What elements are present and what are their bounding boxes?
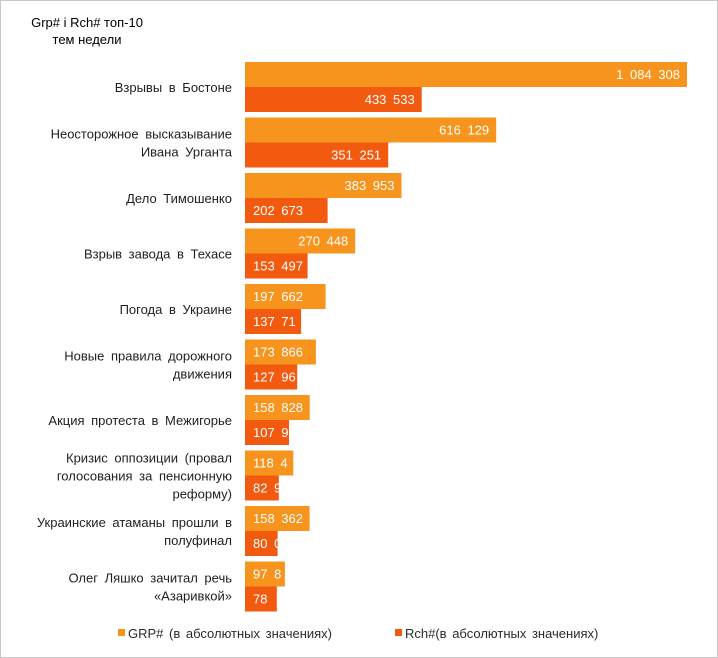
bar-rch	[245, 364, 298, 390]
bar-grp	[245, 506, 310, 531]
category-label: Акция протеста в Межигорье	[48, 413, 232, 428]
category-label: Погода в Украине	[120, 302, 232, 317]
legend-label: Rch#(в абсолютных значениях)	[405, 626, 598, 641]
bar-rch	[245, 309, 302, 334]
category-label: Кризис оппозиции (провал	[66, 451, 232, 466]
bar-rch	[245, 531, 278, 556]
data-label: 97 8	[253, 567, 281, 582]
category-label: Олег Ляшко зачитал речь	[68, 571, 232, 586]
data-label: 80 0	[253, 536, 281, 551]
category-label: голосования за пенсионную	[57, 469, 232, 484]
category-label: Взрывы в Бостоне	[115, 80, 232, 95]
bars: 1 084 308 433 533 616 129 351 251 383 953 202…	[245, 62, 687, 612]
data-label: 118 4	[253, 456, 288, 471]
category-label: Украинские атаманы прошли в	[37, 515, 232, 530]
legend-swatch	[395, 629, 402, 636]
data-label: 153 497	[253, 259, 303, 274]
bar-grp	[245, 284, 326, 309]
bar-grp	[245, 450, 294, 476]
legend: GRP# (в абсолютных значениях) Rch#(в абсо…	[118, 626, 598, 641]
bar-grp	[245, 339, 316, 365]
data-label: 270 448	[298, 234, 348, 249]
data-label: 127 96	[253, 370, 296, 385]
legend-label: GRP# (в абсолютных значениях)	[128, 626, 332, 641]
chart-title-line: Grp# i Rch# топ-10	[31, 15, 143, 30]
chart-title-line: тем недели	[53, 32, 122, 47]
bar-grp	[245, 173, 402, 198]
bar-grp	[245, 117, 497, 143]
data-label: 137 71	[253, 314, 296, 329]
category-label: Взрыв завода в Техасе	[84, 247, 232, 262]
bar-rch	[245, 475, 279, 501]
data-label: 433 533	[365, 92, 415, 107]
category-label: реформу)	[172, 487, 232, 502]
legend-swatch	[118, 629, 125, 636]
data-label: 1 084 308	[616, 67, 680, 82]
data-label: 82 9	[253, 481, 281, 496]
data-label: 78	[253, 592, 267, 607]
data-label: 158 828	[253, 400, 303, 415]
data-label: 202 673	[253, 203, 303, 218]
bar-rch	[245, 87, 422, 112]
data-label: 197 662	[253, 289, 303, 304]
category-label: «Азаривкой»	[154, 589, 232, 604]
bar-grp	[245, 561, 285, 587]
data-label: 173 866	[253, 345, 303, 360]
bar-grp	[245, 395, 310, 420]
bar-rch	[245, 142, 389, 168]
data-label: 158 362	[253, 511, 303, 526]
data-label: 616 129	[439, 123, 489, 138]
chart-title: Grp# i Rch# топ-10 тем недели	[31, 15, 143, 47]
bar-rch	[245, 420, 289, 445]
category-label: полуфинал	[164, 533, 232, 548]
bar-grp	[245, 62, 687, 87]
category-label: Ивана Урганта	[141, 145, 233, 160]
category-labels: Взрывы в Бостоне Неосторожное высказывани…	[37, 80, 233, 604]
category-label: Новые правила дорожного	[64, 349, 232, 364]
bar-rch	[245, 198, 328, 223]
data-label: 107 9	[253, 425, 289, 440]
data-label: 351 251	[331, 148, 381, 163]
bar-rch	[245, 253, 308, 279]
category-label: движения	[173, 367, 232, 382]
data-label: 383 953	[345, 178, 395, 193]
category-label: Неосторожное высказывание	[51, 127, 232, 142]
bar-grp	[245, 228, 356, 254]
category-label: Дело Тимошенко	[126, 191, 232, 206]
bar-rch	[245, 586, 277, 612]
